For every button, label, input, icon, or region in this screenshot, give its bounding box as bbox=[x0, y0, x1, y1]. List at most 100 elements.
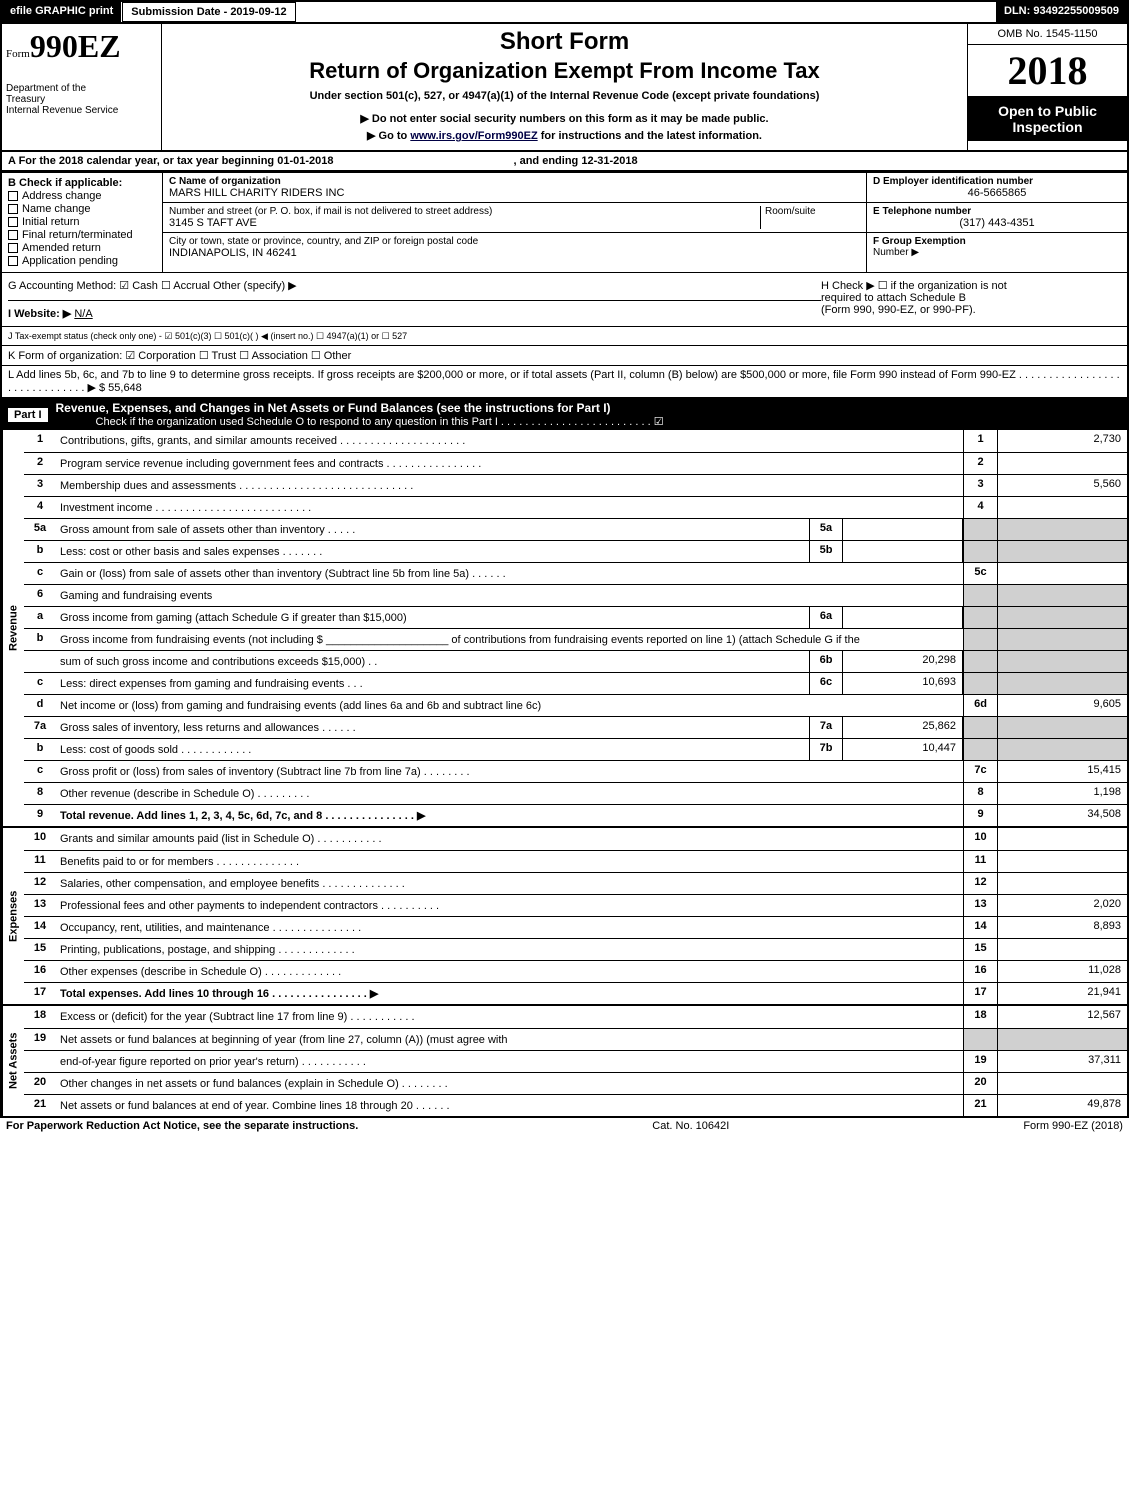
dln-label: DLN: 93492255009509 bbox=[996, 2, 1127, 22]
line-8-num: 8 bbox=[24, 783, 56, 804]
line-G-I-col: G Accounting Method: ☑ Cash ☐ Accrual Ot… bbox=[8, 279, 821, 320]
chk-application-pending[interactable]: Application pending bbox=[8, 255, 156, 267]
dept-line-3: Internal Revenue Service bbox=[6, 105, 157, 116]
F-label: F Group Exemption bbox=[873, 236, 1121, 247]
line-21-rn: 21 bbox=[963, 1095, 997, 1116]
chk-initial-label: Initial return bbox=[22, 216, 79, 228]
net-assets-vtab: Net Assets bbox=[2, 1006, 24, 1116]
line-6b-pre-num: b bbox=[24, 629, 56, 650]
line-11: 11Benefits paid to or for members . . . … bbox=[24, 850, 1127, 872]
E-block: E Telephone number (317) 443-4351 bbox=[867, 203, 1127, 233]
line-5a: 5aGross amount from sale of assets other… bbox=[24, 518, 1127, 540]
line-7b-desc: Less: cost of goods sold . . . . . . . .… bbox=[56, 739, 809, 760]
chk-final-return[interactable]: Final return/terminated bbox=[8, 229, 156, 241]
line-14: 14Occupancy, rent, utilities, and mainte… bbox=[24, 916, 1127, 938]
form-prefix: Form bbox=[6, 48, 30, 60]
line-17: 17Total expenses. Add lines 10 through 1… bbox=[24, 982, 1127, 1004]
line-18: 18Excess or (deficit) for the year (Subt… bbox=[24, 1006, 1127, 1028]
line-12-num: 12 bbox=[24, 873, 56, 894]
line-6d-rv: 9,605 bbox=[997, 695, 1127, 716]
line-21-rv: 49,878 bbox=[997, 1095, 1127, 1116]
efile-print-button[interactable]: efile GRAPHIC print bbox=[2, 2, 122, 22]
line-5a-rv bbox=[997, 519, 1127, 540]
line-16-desc: Other expenses (describe in Schedule O) … bbox=[56, 961, 963, 982]
D-value: 46-5665865 bbox=[873, 187, 1121, 199]
line-10-rn: 10 bbox=[963, 828, 997, 850]
line-14-num: 14 bbox=[24, 917, 56, 938]
C-street-block: Number and street (or P. O. box, if mail… bbox=[163, 203, 866, 233]
line-13-num: 13 bbox=[24, 895, 56, 916]
footer-left: For Paperwork Reduction Act Notice, see … bbox=[6, 1120, 358, 1132]
line-15-rv bbox=[997, 939, 1127, 960]
line-17-rn: 17 bbox=[963, 983, 997, 1004]
line-20-desc: Other changes in net assets or fund bala… bbox=[56, 1073, 963, 1094]
form-header: Form990EZ Department of the Treasury Int… bbox=[0, 22, 1129, 150]
line-1-desc: Contributions, gifts, grants, and simila… bbox=[56, 430, 963, 452]
chk-address-change[interactable]: Address change bbox=[8, 190, 156, 202]
D-label: D Employer identification number bbox=[873, 176, 1121, 187]
line-19b-rn: 19 bbox=[963, 1051, 997, 1072]
line-9-rn: 9 bbox=[963, 805, 997, 826]
line-9-num: 9 bbox=[24, 805, 56, 826]
chk-name-change[interactable]: Name change bbox=[8, 203, 156, 215]
line-7c-desc: Gross profit or (loss) from sales of inv… bbox=[56, 761, 963, 782]
line-6b-pre-rv bbox=[997, 629, 1127, 650]
line-6b-num bbox=[24, 651, 56, 672]
line-5b: bLess: cost or other basis and sales exp… bbox=[24, 540, 1127, 562]
omb-number: OMB No. 1545-1150 bbox=[968, 24, 1127, 45]
line-5c-rn: 5c bbox=[963, 563, 997, 584]
line-6: 6Gaming and fundraising events bbox=[24, 584, 1127, 606]
C-street-label: Number and street (or P. O. box, if mail… bbox=[169, 206, 760, 217]
line-7a: 7aGross sales of inventory, less returns… bbox=[24, 716, 1127, 738]
line-6b-rn bbox=[963, 651, 997, 672]
line-4-rn: 4 bbox=[963, 497, 997, 518]
line-14-desc: Occupancy, rent, utilities, and maintena… bbox=[56, 917, 963, 938]
C-org-name: MARS HILL CHARITY RIDERS INC bbox=[169, 187, 860, 199]
line-7c-rv: 15,415 bbox=[997, 761, 1127, 782]
line-1: 1Contributions, gifts, grants, and simil… bbox=[24, 430, 1127, 452]
line-21-num: 21 bbox=[24, 1095, 56, 1116]
goto-link[interactable]: www.irs.gov/Form990EZ bbox=[410, 130, 537, 142]
line-1-rv: 2,730 bbox=[997, 430, 1127, 452]
line-15: 15Printing, publications, postage, and s… bbox=[24, 938, 1127, 960]
line-4-rv bbox=[997, 497, 1127, 518]
line-6c-desc: Less: direct expenses from gaming and fu… bbox=[56, 673, 809, 694]
col-B: B Check if applicable: Address change Na… bbox=[2, 173, 162, 272]
line-19b: end-of-year figure reported on prior yea… bbox=[24, 1050, 1127, 1072]
line-6b-mv: 20,298 bbox=[843, 651, 963, 672]
tax-year: 2018 bbox=[968, 45, 1127, 97]
chk-initial-return[interactable]: Initial return bbox=[8, 216, 156, 228]
line-20: 20Other changes in net assets or fund ba… bbox=[24, 1072, 1127, 1094]
line-4-desc: Investment income . . . . . . . . . . . … bbox=[56, 497, 963, 518]
part-I-title: Revenue, Expenses, and Changes in Net As… bbox=[56, 401, 1121, 415]
line-16-num: 16 bbox=[24, 961, 56, 982]
dept-line-1: Department of the bbox=[6, 83, 157, 94]
line-5a-mv bbox=[843, 519, 963, 540]
line-14-rv: 8,893 bbox=[997, 917, 1127, 938]
submission-date: Submission Date - 2019-09-12 bbox=[122, 2, 295, 22]
line-6a-desc: Gross income from gaming (attach Schedul… bbox=[56, 607, 809, 628]
line-13-rn: 13 bbox=[963, 895, 997, 916]
line-3-rv: 5,560 bbox=[997, 475, 1127, 496]
line-7a-rn bbox=[963, 717, 997, 738]
line-19b-rv: 37,311 bbox=[997, 1051, 1127, 1072]
line-1-num: 1 bbox=[24, 430, 56, 452]
line-6c-num: c bbox=[24, 673, 56, 694]
line-6b-pre: bGross income from fundraising events (n… bbox=[24, 628, 1127, 650]
line-6b-mn: 6b bbox=[809, 651, 843, 672]
line-5a-desc: Gross amount from sale of assets other t… bbox=[56, 519, 809, 540]
line-6c: cLess: direct expenses from gaming and f… bbox=[24, 672, 1127, 694]
E-value: (317) 443-4351 bbox=[873, 217, 1121, 229]
goto-prefix: ▶ Go to bbox=[367, 130, 410, 142]
revenue-rows: 1Contributions, gifts, grants, and simil… bbox=[24, 430, 1127, 826]
col-DEF: D Employer identification number 46-5665… bbox=[867, 173, 1127, 272]
chk-amended-return[interactable]: Amended return bbox=[8, 242, 156, 254]
line-20-rn: 20 bbox=[963, 1073, 997, 1094]
C-city-value: INDIANAPOLIS, IN 46241 bbox=[169, 247, 860, 259]
line-7a-mv: 25,862 bbox=[843, 717, 963, 738]
goto-line: ▶ Go to www.irs.gov/Form990EZ for instru… bbox=[170, 129, 959, 142]
line-15-desc: Printing, publications, postage, and shi… bbox=[56, 939, 963, 960]
expenses-rows: 10Grants and similar amounts paid (list … bbox=[24, 828, 1127, 1004]
line-7c-num: c bbox=[24, 761, 56, 782]
line-2-desc: Program service revenue including govern… bbox=[56, 453, 963, 474]
